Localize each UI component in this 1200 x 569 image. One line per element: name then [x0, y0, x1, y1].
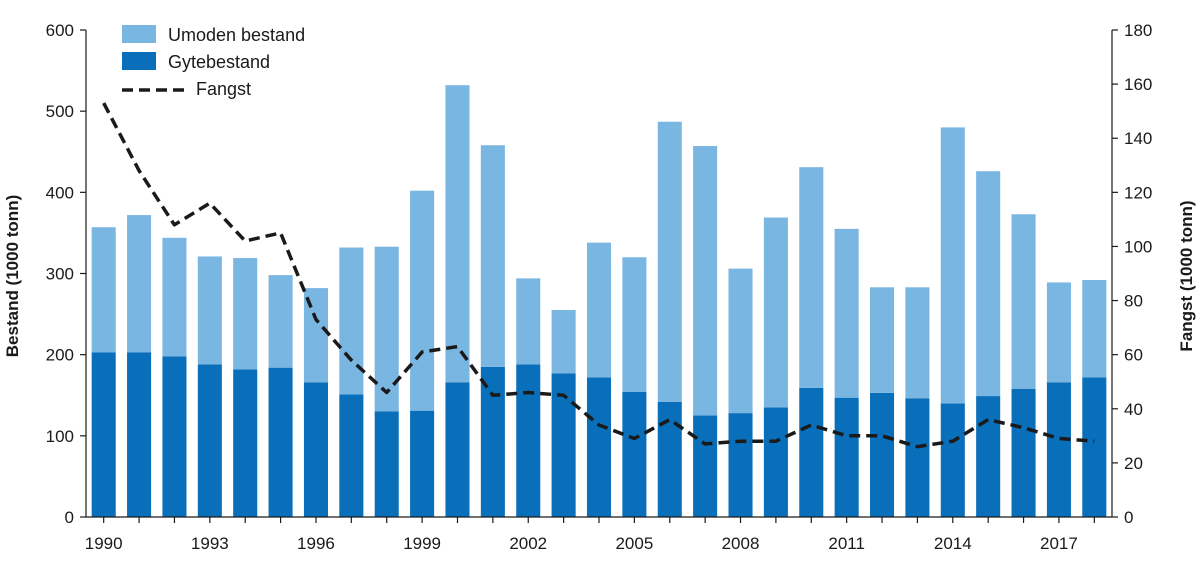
bar-umoden-bestand-1999: [410, 190, 435, 411]
bar-gytebestand-2010: [799, 387, 824, 517]
y-right-tick-label-140: 140: [1124, 129, 1152, 148]
bar-gytebestand-2018: [1082, 377, 1107, 517]
bar-umoden-bestand-1992: [162, 237, 187, 357]
x-tick-label-1999: 1999: [403, 534, 441, 553]
bar-gytebestand-2004: [586, 377, 612, 517]
bar-umoden-bestand-1998: [374, 246, 399, 412]
x-tick-label-2011: 2011: [828, 534, 865, 553]
x-tick-label-2005: 2005: [615, 534, 653, 553]
axes-layer: 0 100 200 300 400 500 600 0 20 40 60 80 100 120 140 160…: [46, 21, 1153, 553]
x-tick-label-2017: 2017: [1040, 534, 1078, 553]
x-tick-label-2008: 2008: [722, 534, 760, 553]
bar-gytebestand-1990: [91, 352, 116, 517]
legend-label-gytebestand: Gytebestand: [168, 52, 270, 72]
bar-gytebestand-1996: [303, 382, 328, 517]
bar-umoden-bestand-2003: [551, 310, 576, 374]
x-tick-label-1990: 1990: [85, 534, 123, 553]
y-left-tick-label-300: 300: [46, 265, 74, 284]
y-right-tick-label-100: 100: [1124, 237, 1152, 256]
bar-gytebestand-2009: [763, 407, 788, 517]
bar-gytebestand-2013: [905, 398, 930, 517]
y-right-tick-label-0: 0: [1124, 508, 1133, 527]
bar-gytebestand-2008: [728, 413, 753, 517]
legend-label-umoden-bestand: Umoden bestand: [168, 25, 305, 45]
bar-gytebestand-1991: [127, 352, 152, 517]
legend-swatch-umoden-bestand: [122, 25, 156, 43]
legend-label-fangst: Fangst: [196, 79, 251, 99]
line-fangst: [102, 102, 1095, 449]
y-right-tick-label-40: 40: [1124, 400, 1143, 419]
x-tick-label-2002: 2002: [509, 534, 547, 553]
y-right-tick-label-60: 60: [1124, 346, 1143, 365]
bar-gytebestand-1998: [374, 411, 399, 517]
y-right-tick-label-120: 120: [1124, 183, 1152, 202]
bars-layer: [91, 85, 1107, 517]
y-axis-right-title: Fangst (1000 tonn): [1177, 200, 1196, 351]
bar-gytebestand-2015: [976, 396, 1001, 517]
bar-umoden-bestand-2008: [728, 268, 753, 414]
bar-gytebestand-1999: [410, 410, 435, 517]
bar-umoden-bestand-1995: [268, 275, 293, 368]
bar-umoden-bestand-2010: [799, 167, 824, 388]
bar-umoden-bestand-2011: [834, 228, 859, 398]
y-left-tick-label-0: 0: [65, 508, 74, 527]
bar-umoden-bestand-2017: [1046, 282, 1071, 383]
bar-umoden-bestand-2007: [693, 146, 718, 416]
bar-gytebestand-1994: [233, 369, 258, 517]
bar-gytebestand-2005: [622, 392, 647, 517]
bar-umoden-bestand-1991: [127, 215, 152, 353]
y-right-tick-label-80: 80: [1124, 292, 1143, 311]
bar-gytebestand-2016: [1011, 388, 1036, 517]
bar-umoden-bestand-2001: [480, 145, 505, 367]
bar-umoden-bestand-2009: [763, 217, 788, 408]
x-tick-label-2014: 2014: [934, 534, 972, 553]
y-left-tick-label-500: 500: [46, 102, 74, 121]
legend: Umoden bestand Gytebestand Fangst: [122, 25, 305, 99]
y-left-tick-label-200: 200: [46, 346, 74, 365]
bar-umoden-bestand-1993: [197, 256, 222, 365]
bar-gytebestand-2012: [870, 392, 895, 517]
y-axis-left-title: Bestand (1000 tonn): [3, 195, 22, 357]
bar-umoden-bestand-2018: [1082, 279, 1107, 378]
bar-gytebestand-1997: [339, 394, 364, 517]
bar-gytebestand-2001: [480, 366, 505, 517]
bar-gytebestand-2000: [445, 382, 470, 517]
x-tick-label-1993: 1993: [191, 534, 229, 553]
y-right-tick-label-20: 20: [1124, 454, 1143, 473]
bar-umoden-bestand-2005: [622, 257, 647, 393]
y-left-tick-label-100: 100: [46, 427, 74, 446]
bar-gytebestand-2007: [693, 415, 718, 517]
bar-umoden-bestand-2015: [976, 171, 1001, 397]
bar-umoden-bestand-2016: [1011, 214, 1036, 389]
bar-umoden-bestand-1994: [233, 258, 258, 370]
bar-umoden-bestand-1997: [339, 247, 364, 395]
y-right-tick-label-160: 160: [1124, 75, 1152, 94]
legend-swatch-gytebestand: [122, 52, 156, 70]
bar-gytebestand-2006: [657, 401, 682, 517]
bar-gytebestand-2017: [1046, 382, 1071, 517]
bar-umoden-bestand-2012: [870, 287, 895, 393]
bar-umoden-bestand-2004: [586, 242, 612, 378]
bar-gytebestand-2014: [940, 403, 965, 517]
bar-umoden-bestand-2000: [445, 85, 470, 383]
x-tick-label-1996: 1996: [297, 534, 335, 553]
y-left-tick-label-400: 400: [46, 183, 74, 202]
bar-gytebestand-1995: [268, 367, 293, 517]
catch-line-layer: [102, 102, 1095, 449]
bar-umoden-bestand-2006: [657, 121, 682, 402]
bar-umoden-bestand-2014: [940, 127, 965, 404]
bar-umoden-bestand-2013: [905, 287, 930, 399]
bar-umoden-bestand-1990: [91, 227, 116, 353]
bar-umoden-bestand-2002: [516, 278, 541, 365]
bar-gytebestand-1992: [162, 356, 187, 517]
bar-gytebestand-2002: [516, 364, 541, 517]
bar-gytebestand-2011: [834, 397, 859, 517]
bar-gytebestand-1993: [197, 364, 222, 517]
y-right-tick-label-180: 180: [1124, 21, 1152, 40]
y-left-tick-label-600: 600: [46, 21, 74, 40]
